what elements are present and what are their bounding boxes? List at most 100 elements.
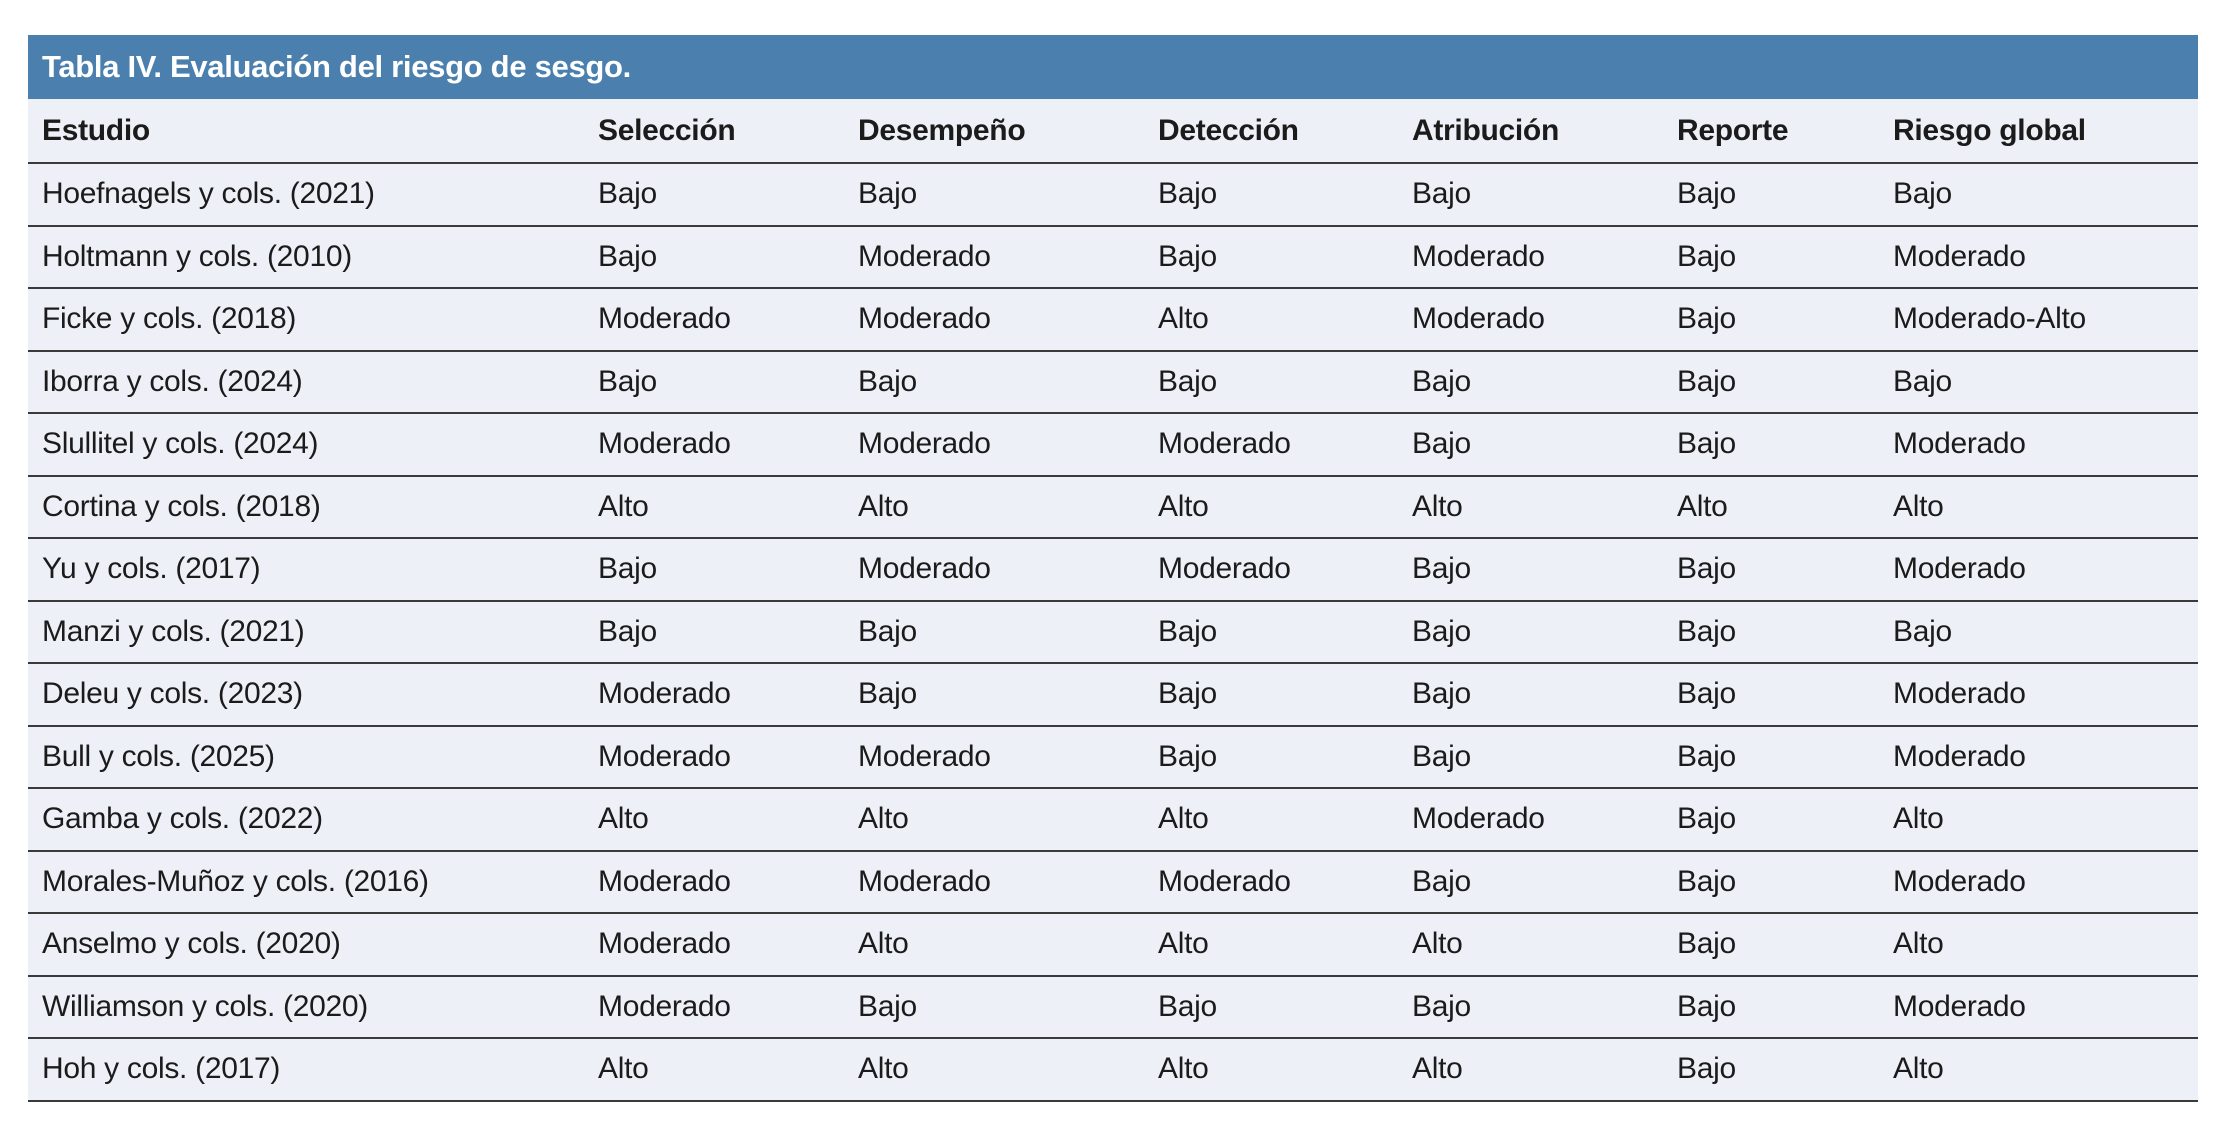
rating-cell: Bajo xyxy=(1677,850,1893,914)
rating-cell: Moderado xyxy=(1893,225,2198,289)
rating-cell: Moderado-Alto xyxy=(1893,288,2198,352)
table-row: Cortina y cols. (2018) Alto Alto Alto Alto Al… xyxy=(28,475,2198,539)
rating-cell: Bajo xyxy=(858,600,1158,664)
rating-cell: Bajo xyxy=(598,600,858,664)
rating-cell: Alto xyxy=(1412,1038,1677,1102)
rating-cell: Moderado xyxy=(1893,663,2198,727)
table-row: Hoefnagels y cols. (2021) Bajo Bajo Bajo Baj… xyxy=(28,163,2198,227)
rating-cell: Bajo xyxy=(1412,538,1677,602)
study-cell: Anselmo y cols. (2020) xyxy=(28,913,598,977)
rating-cell: Bajo xyxy=(1677,600,1893,664)
rating-cell: Bajo xyxy=(1893,350,2198,414)
study-cell: Deleu y cols. (2023) xyxy=(28,663,598,727)
rating-cell: Bajo xyxy=(858,163,1158,227)
rating-cell: Bajo xyxy=(1158,725,1412,789)
table-row: Iborra y cols. (2024) Bajo Bajo Bajo Bajo Baj… xyxy=(28,350,2198,414)
rating-cell: Alto xyxy=(858,788,1158,852)
study-cell: Yu y cols. (2017) xyxy=(28,538,598,602)
rating-cell: Bajo xyxy=(858,663,1158,727)
rating-cell: Bajo xyxy=(1412,725,1677,789)
table-title: Tabla IV. Evaluación del riesgo de sesgo… xyxy=(28,35,2198,99)
rating-cell: Alto xyxy=(1893,1038,2198,1102)
rating-cell: Bajo xyxy=(598,163,858,227)
rating-cell: Alto xyxy=(1158,788,1412,852)
rating-cell: Moderado xyxy=(858,538,1158,602)
rating-cell: Moderado xyxy=(1158,413,1412,477)
study-cell: Slullitel y cols. (2024) xyxy=(28,413,598,477)
table-row: Anselmo y cols. (2020) Moderado Alto Alto Al… xyxy=(28,913,2198,977)
rating-cell: Alto xyxy=(1893,788,2198,852)
table-row: Hoh y cols. (2017) Alto Alto Alto Alto Bajo Al… xyxy=(28,1038,2198,1102)
study-cell: Hoefnagels y cols. (2021) xyxy=(28,163,598,227)
rating-cell: Alto xyxy=(1893,913,2198,977)
table-row: Ficke y cols. (2018) Moderado Moderado Alto… xyxy=(28,288,2198,352)
study-cell: Hoh y cols. (2017) xyxy=(28,1038,598,1102)
table-row: Deleu y cols. (2023) Moderado Bajo Bajo Bajo… xyxy=(28,663,2198,727)
rating-cell: Bajo xyxy=(1412,350,1677,414)
rating-cell: Moderado xyxy=(858,225,1158,289)
rating-cell: Bajo xyxy=(598,350,858,414)
column-header-riesgo-global: Riesgo global xyxy=(1893,99,2198,164)
study-cell: Morales-Muñoz y cols. (2016) xyxy=(28,850,598,914)
rating-cell: Bajo xyxy=(1677,663,1893,727)
rating-cell: Moderado xyxy=(858,413,1158,477)
rating-cell: Bajo xyxy=(1677,413,1893,477)
study-cell: Cortina y cols. (2018) xyxy=(28,475,598,539)
table-row: Bull y cols. (2025) Moderado Moderado Bajo B… xyxy=(28,725,2198,789)
table-row: Manzi y cols. (2021) Bajo Bajo Bajo Bajo Bajo… xyxy=(28,600,2198,664)
table-row: Holtmann y cols. (2010) Bajo Moderado Bajo M… xyxy=(28,225,2198,289)
rating-cell: Moderado xyxy=(598,913,858,977)
rating-cell: Bajo xyxy=(1677,538,1893,602)
rating-cell: Bajo xyxy=(1893,163,2198,227)
study-cell: Gamba y cols. (2022) xyxy=(28,788,598,852)
rating-cell: Bajo xyxy=(1158,975,1412,1039)
column-header-reporte: Reporte xyxy=(1677,99,1893,164)
rating-cell: Moderado xyxy=(1412,225,1677,289)
rating-cell: Alto xyxy=(1412,913,1677,977)
rating-cell: Moderado xyxy=(598,725,858,789)
rating-cell: Bajo xyxy=(1158,663,1412,727)
rating-cell: Moderado xyxy=(1158,850,1412,914)
rating-cell: Moderado xyxy=(598,975,858,1039)
rating-cell: Alto xyxy=(1893,475,2198,539)
column-header-estudio: Estudio xyxy=(28,99,598,164)
rating-cell: Alto xyxy=(598,788,858,852)
rating-cell: Bajo xyxy=(1158,225,1412,289)
rating-cell: Bajo xyxy=(1412,163,1677,227)
rating-cell: Bajo xyxy=(1412,600,1677,664)
rating-cell: Bajo xyxy=(1677,725,1893,789)
rating-cell: Moderado xyxy=(598,663,858,727)
rating-cell: Moderado xyxy=(1158,538,1412,602)
rating-cell: Moderado xyxy=(858,288,1158,352)
rating-cell: Alto xyxy=(858,1038,1158,1102)
column-header-atribucion: Atribución xyxy=(1412,99,1677,164)
study-cell: Holtmann y cols. (2010) xyxy=(28,225,598,289)
rating-cell: Alto xyxy=(1158,475,1412,539)
rating-cell: Alto xyxy=(858,913,1158,977)
rating-cell: Bajo xyxy=(858,975,1158,1039)
header-row: Estudio Selección Desempeño Detección At… xyxy=(28,99,2198,164)
rating-cell: Bajo xyxy=(1158,600,1412,664)
column-header-deteccion: Detección xyxy=(1158,99,1412,164)
column-header-desempeno: Desempeño xyxy=(858,99,1158,164)
rating-cell: Bajo xyxy=(1677,163,1893,227)
rating-cell: Bajo xyxy=(1893,600,2198,664)
table-row: Williamson y cols. (2020) Moderado Bajo Baj… xyxy=(28,975,2198,1039)
risk-of-bias-table-card: Tabla IV. Evaluación del riesgo de sesgo… xyxy=(28,35,2198,1102)
rating-cell: Bajo xyxy=(1158,350,1412,414)
rating-cell: Alto xyxy=(598,1038,858,1102)
column-header-seleccion: Selección xyxy=(598,99,858,164)
table-row: Yu y cols. (2017) Bajo Moderado Moderado Baj… xyxy=(28,538,2198,602)
rating-cell: Alto xyxy=(1158,1038,1412,1102)
rating-cell: Moderado xyxy=(858,850,1158,914)
rating-cell: Bajo xyxy=(1677,225,1893,289)
study-cell: Iborra y cols. (2024) xyxy=(28,350,598,414)
rating-cell: Bajo xyxy=(598,538,858,602)
rating-cell: Moderado xyxy=(858,725,1158,789)
table-row: Gamba y cols. (2022) Alto Alto Alto Moderado… xyxy=(28,788,2198,852)
rating-cell: Alto xyxy=(1677,475,1893,539)
rating-cell: Moderado xyxy=(1893,850,2198,914)
study-cell: Bull y cols. (2025) xyxy=(28,725,598,789)
rating-cell: Moderado xyxy=(598,288,858,352)
